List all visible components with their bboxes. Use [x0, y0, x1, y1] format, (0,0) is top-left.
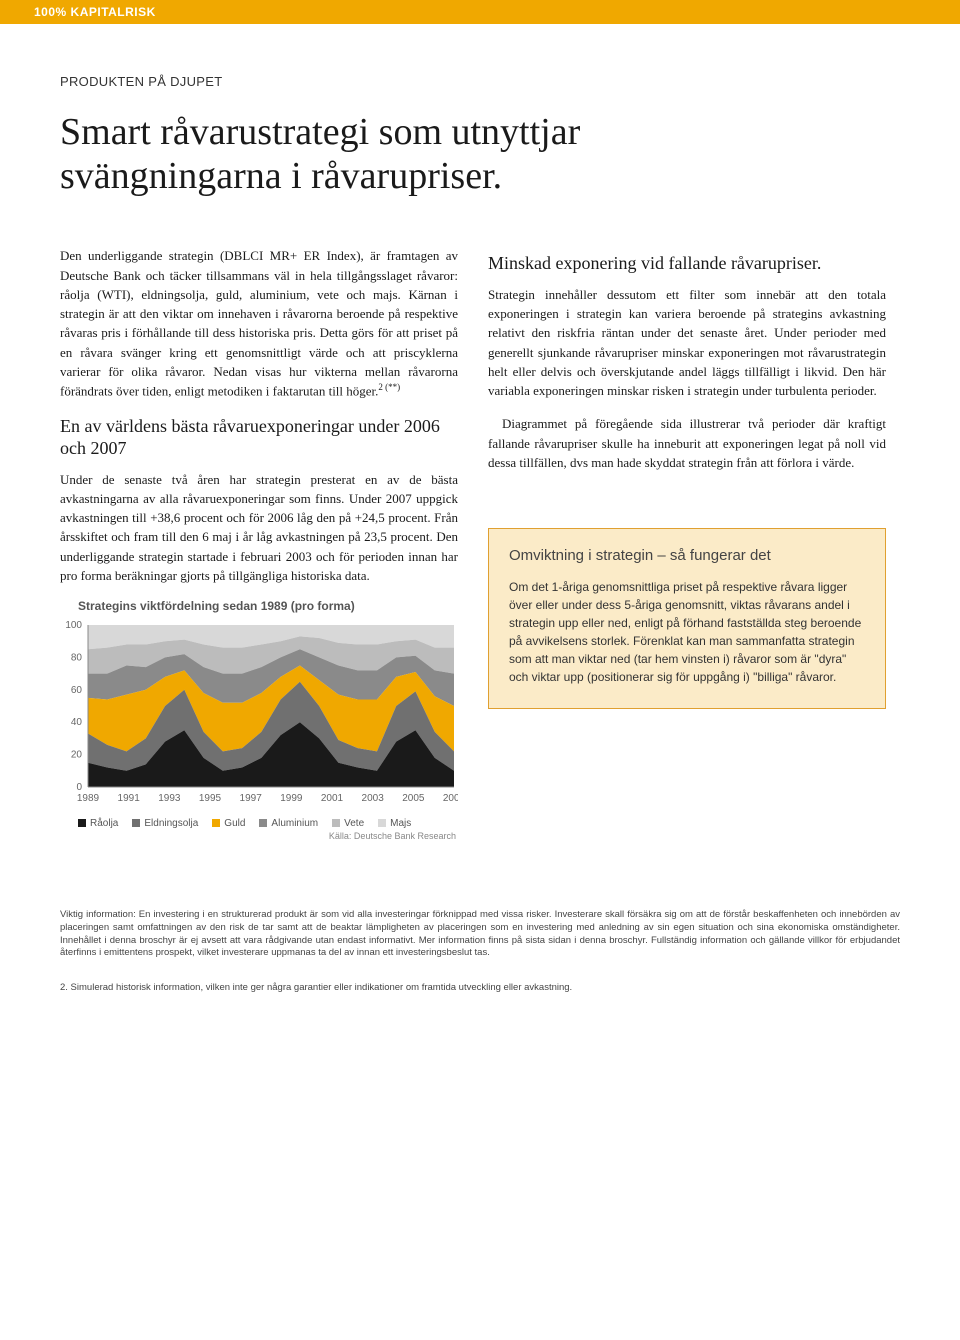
right-para-1: Strategin innehåller dessutom ett filter…: [488, 285, 886, 400]
risk-banner: 100% KAPITALRISK: [0, 0, 960, 24]
svg-text:1989: 1989: [77, 793, 100, 804]
legend-label: Råolja: [90, 818, 118, 829]
overline: PRODUKTEN PÅ DJUPET: [60, 74, 900, 89]
legend-item: Guld: [212, 818, 245, 829]
svg-text:100: 100: [65, 620, 82, 631]
page-content: PRODUKTEN PÅ DJUPET Smart råvarustrategi…: [0, 24, 960, 1033]
chart-canvas: 0 20 40 60 80 100 1989 1991 1993 1995 1997 1999 2001…: [60, 619, 458, 814]
left-para-2: Under de senaste två åren har strategin …: [60, 470, 458, 585]
risk-label: 100% KAPITALRISK: [34, 5, 156, 19]
svg-text:2001: 2001: [321, 793, 344, 804]
chart-block: Strategins viktfördelning sedan 1989 (pr…: [60, 599, 458, 841]
callout-box: Omviktning i strategin – så fungerar det…: [488, 528, 886, 709]
legend-swatch: [378, 819, 386, 827]
stacked-area-chart: 0 20 40 60 80 100 1989 1991 1993 1995 1997 1999 2001…: [60, 619, 458, 809]
legend-label: Majs: [390, 818, 411, 829]
svg-text:1995: 1995: [199, 793, 222, 804]
legend-label: Vete: [344, 818, 364, 829]
fine-print: Viktig information: En investering i en …: [60, 909, 900, 960]
svg-text:1997: 1997: [240, 793, 263, 804]
left-subheading: En av världens bästa råvaruexponeringar …: [60, 415, 458, 460]
legend-label: Aluminium: [271, 818, 318, 829]
legend-swatch: [259, 819, 267, 827]
chart-title: Strategins viktfördelning sedan 1989 (pr…: [60, 599, 458, 613]
svg-text:80: 80: [71, 652, 83, 663]
right-column: Minskad exponering vid fallande råvarupr…: [488, 246, 886, 841]
svg-text:1999: 1999: [280, 793, 303, 804]
chart-legend: Råolja Eldningsolja Guld Aluminium Vete Majs: [60, 818, 458, 829]
legend-item: Majs: [378, 818, 411, 829]
svg-text:20: 20: [71, 750, 83, 761]
svg-text:60: 60: [71, 685, 83, 696]
two-column-layout: Den underliggande strategin (DBLCI MR+ E…: [60, 246, 900, 841]
left-column: Den underliggande strategin (DBLCI MR+ E…: [60, 246, 458, 841]
svg-text:2005: 2005: [402, 793, 425, 804]
legend-label: Guld: [224, 818, 245, 829]
chart-source: Källa: Deutsche Bank Research: [60, 831, 458, 841]
legend-swatch: [212, 819, 220, 827]
svg-text:40: 40: [71, 717, 83, 728]
callout-body: Om det 1-åriga genomsnittliga priset på …: [509, 578, 865, 686]
left-para-1: Den underliggande strategin (DBLCI MR+ E…: [60, 246, 458, 400]
legend-item: Aluminium: [259, 818, 318, 829]
svg-text:1993: 1993: [158, 793, 181, 804]
legend-item: Råolja: [78, 818, 118, 829]
legend-swatch: [78, 819, 86, 827]
page-headline: Smart råvarustrategi som utnyttjar sväng…: [60, 111, 680, 198]
svg-text:1991: 1991: [118, 793, 141, 804]
svg-text:2007: 2007: [443, 793, 458, 804]
svg-text:0: 0: [76, 782, 82, 793]
legend-item: Vete: [332, 818, 364, 829]
legend-swatch: [332, 819, 340, 827]
footnote: 2. Simulerad historisk information, vilk…: [60, 982, 900, 993]
callout-title: Omviktning i strategin – så fungerar det: [509, 547, 865, 564]
legend-label: Eldningsolja: [144, 818, 198, 829]
right-subheading: Minskad exponering vid fallande råvarupr…: [488, 252, 886, 275]
right-para-2: Diagrammet på föregående sida illustrera…: [488, 414, 886, 472]
svg-text:2003: 2003: [362, 793, 385, 804]
legend-item: Eldningsolja: [132, 818, 198, 829]
legend-swatch: [132, 819, 140, 827]
